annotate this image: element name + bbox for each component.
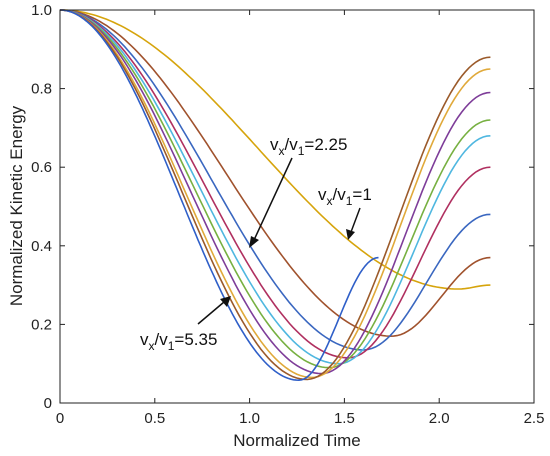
x-axis-ticks: 0 0.5 1.0 1.5 2.0 2.5 (56, 10, 545, 427)
annotation-arrow-5-35 (197, 301, 225, 325)
x-tick-label: 2.0 (429, 410, 450, 427)
series-line-9 (59, 9, 491, 381)
annotation-arrowhead-1 (346, 229, 355, 240)
plot-frame (59, 9, 535, 404)
x-tick-label: 0 (56, 410, 64, 427)
series-line-3 (59, 9, 491, 351)
y-axis-ticks: 0 0.2 0.4 0.6 0.8 1.0 (31, 2, 534, 412)
series-line-8 (59, 9, 491, 379)
series-line-1 (59, 9, 491, 290)
annotation-ratio-5-35: vx/v1=5.35 (140, 330, 217, 353)
series-line-5 (59, 9, 491, 365)
y-tick-label: 1.0 (31, 2, 52, 19)
series-line-6 (59, 9, 491, 369)
x-axis-label: Normalized Time (233, 431, 361, 450)
y-axis-label: Normalized Kinetic Energy (7, 105, 26, 306)
annotation-ratio-1: vx/v1=1 (318, 185, 372, 208)
series-line-4 (59, 9, 491, 359)
annotation-arrowhead-2-25 (249, 236, 259, 248)
x-tick-label: 1.5 (334, 410, 355, 427)
y-tick-label: 0.6 (31, 159, 52, 176)
y-tick-label: 0.2 (31, 316, 52, 333)
series-line-2 (59, 9, 491, 338)
series-line-10 (59, 9, 379, 382)
annotation-arrow-2-25 (253, 157, 293, 241)
y-tick-label: 0.8 (31, 81, 52, 98)
annotation-ratio-2-25: vx/v1=2.25 (270, 135, 347, 158)
annotation-arrowhead-5-35 (220, 296, 231, 307)
x-tick-label: 1.0 (239, 410, 260, 427)
annotations: vx/v1=2.25 vx/v1=1 vx/v1=5.35 (140, 135, 372, 353)
y-tick-label: 0 (44, 395, 52, 412)
series-line-7 (59, 9, 491, 375)
plot-curves (59, 9, 491, 382)
annotation-arrow-1 (350, 207, 361, 233)
x-tick-label: 2.5 (524, 410, 545, 427)
y-tick-label: 0.4 (31, 238, 52, 255)
x-tick-label: 0.5 (144, 410, 165, 427)
